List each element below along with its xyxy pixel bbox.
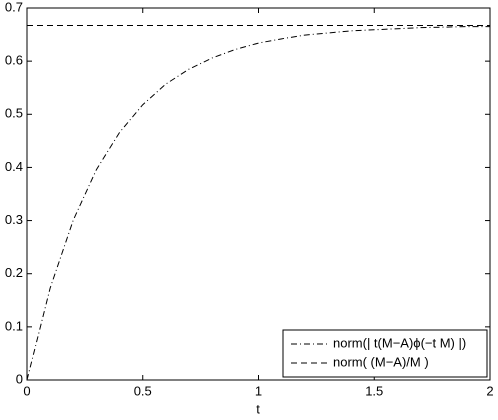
- x-axis-label: t: [256, 401, 260, 416]
- legend-label: norm( (M−A)/M ): [333, 354, 429, 369]
- y-tick-label: 0: [16, 371, 23, 386]
- y-tick-label: 0.4: [5, 159, 23, 174]
- y-tick-label: 0.5: [5, 106, 23, 121]
- y-tick-label: 0.2: [5, 265, 23, 280]
- x-tick-label: 1: [255, 383, 262, 398]
- x-tick-label: 1.5: [365, 383, 383, 398]
- legend-box: [282, 329, 488, 378]
- y-tick-label: 0.7: [5, 0, 23, 14]
- x-tick-label: 2: [486, 383, 493, 398]
- legend-label: norm(| t(M−A)ϕ(−t M) |): [333, 335, 466, 350]
- y-tick-label: 0.3: [5, 212, 23, 227]
- x-tick-label: 0.5: [134, 383, 152, 398]
- y-tick-label: 0.1: [5, 318, 23, 333]
- plot-area: [26, 7, 491, 381]
- x-tick-label: 0: [23, 383, 30, 398]
- series-line: [26, 26, 490, 381]
- y-tick-label: 0.6: [5, 53, 23, 68]
